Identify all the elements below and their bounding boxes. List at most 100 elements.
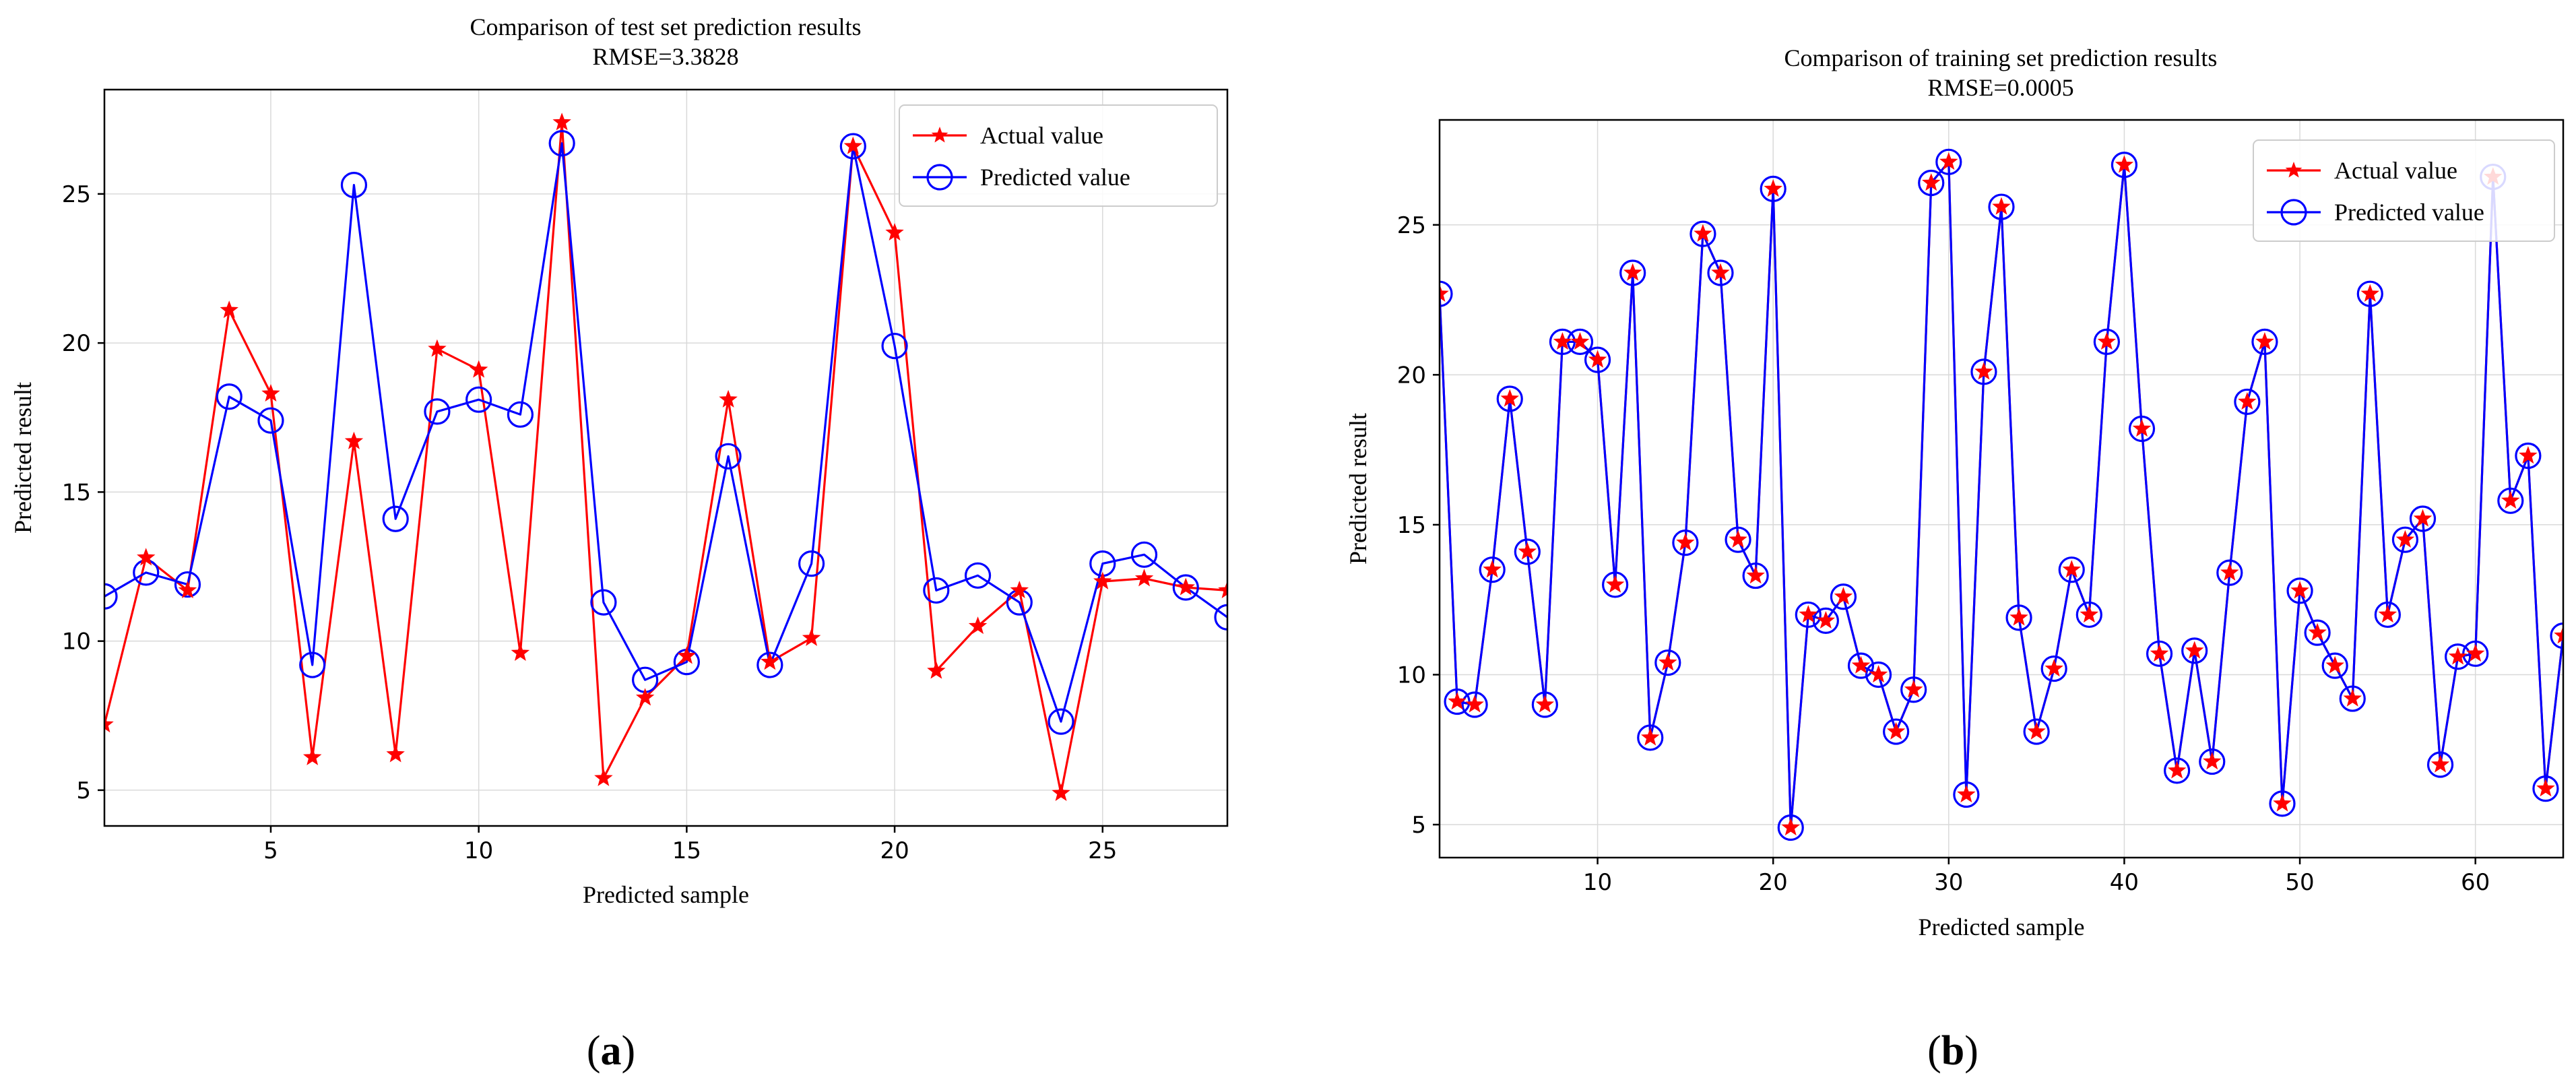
point-actual bbox=[761, 652, 779, 670]
point-actual bbox=[2097, 331, 2117, 350]
point-predicted bbox=[1847, 652, 1875, 679]
point-actual bbox=[2062, 560, 2081, 578]
point-predicted bbox=[1619, 259, 1646, 286]
point-actual bbox=[1816, 610, 1836, 629]
point-actual bbox=[2466, 643, 2485, 662]
series-line-actual bbox=[104, 121, 1227, 794]
point-actual bbox=[1676, 533, 1695, 551]
point-predicted bbox=[1514, 538, 1541, 565]
legend-marker-star bbox=[2285, 162, 2303, 178]
point-actual bbox=[2238, 391, 2257, 410]
point-predicted bbox=[104, 583, 118, 610]
point-actual bbox=[302, 747, 322, 765]
point-actual bbox=[2343, 689, 2362, 707]
point-actual bbox=[677, 646, 697, 664]
y-tick-label: 15 bbox=[62, 479, 91, 506]
point-predicted bbox=[2426, 751, 2454, 778]
point-predicted bbox=[1918, 169, 1945, 197]
point-actual bbox=[2308, 622, 2327, 641]
point-actual bbox=[1052, 783, 1070, 801]
chart-a: 5 10 15 20 25 5 10 15 20 25 Comparison of test set… bbox=[9, 13, 1229, 1074]
point-actual bbox=[2501, 490, 2520, 509]
series-line-predicted bbox=[104, 142, 1227, 723]
point-predicted bbox=[1865, 661, 1892, 689]
point-predicted bbox=[1935, 148, 1962, 175]
point-actual bbox=[968, 616, 988, 635]
point-actual bbox=[261, 383, 280, 402]
point-actual bbox=[2009, 608, 2028, 626]
point-predicted bbox=[715, 443, 742, 470]
point-actual bbox=[2203, 752, 2222, 770]
legend-label: Predicted value bbox=[2334, 199, 2484, 226]
point-actual bbox=[1483, 560, 1502, 578]
point-predicted bbox=[964, 562, 992, 589]
point-actual bbox=[2115, 155, 2134, 173]
point-actual bbox=[1922, 173, 1941, 191]
point-predicted bbox=[424, 398, 451, 425]
legend: Actual value Predicted value bbox=[2253, 139, 2555, 242]
point-actual bbox=[802, 628, 821, 646]
point-actual bbox=[2044, 659, 2063, 677]
point-actual bbox=[552, 113, 571, 131]
point-predicted bbox=[2023, 718, 2050, 745]
point-predicted bbox=[2269, 790, 2296, 817]
legend-box bbox=[899, 104, 1218, 207]
point-predicted bbox=[798, 550, 825, 577]
point-actual bbox=[2448, 647, 2468, 665]
point-actual bbox=[2150, 643, 2169, 662]
point-predicted bbox=[2339, 685, 2366, 712]
x-tick-label: 30 bbox=[1934, 869, 1963, 896]
point-predicted bbox=[839, 133, 866, 160]
point-predicted bbox=[1742, 562, 1769, 589]
point-predicted bbox=[465, 386, 492, 413]
y-axis-label: Predicted result bbox=[1345, 413, 1372, 565]
point-predicted bbox=[2356, 280, 2383, 307]
point-actual bbox=[511, 643, 530, 662]
point-predicted bbox=[1812, 607, 1839, 634]
legend-marker-star bbox=[931, 127, 948, 143]
point-predicted bbox=[1707, 259, 1734, 286]
point-predicted bbox=[1461, 691, 1488, 718]
x-tick-label: 20 bbox=[1759, 869, 1788, 896]
point-actual bbox=[2220, 563, 2239, 581]
y-tick-label: 20 bbox=[62, 330, 91, 357]
point-actual bbox=[635, 688, 655, 706]
y-axis-label: Predicted result bbox=[9, 382, 36, 534]
point-predicted bbox=[1130, 541, 1158, 568]
point-predicted bbox=[1777, 814, 1804, 841]
point-predicted bbox=[257, 407, 284, 434]
point-actual bbox=[104, 715, 114, 733]
point-actual bbox=[1764, 179, 1782, 197]
chart-b: 10 20 30 40 50 60 5 10 15 20 25 Comparison of train… bbox=[1345, 44, 2565, 1074]
point-predicted bbox=[2181, 637, 2208, 664]
x-tick-label: 25 bbox=[1088, 837, 1117, 864]
point-predicted bbox=[1584, 346, 1611, 373]
x-tick-label: 10 bbox=[1583, 869, 1612, 896]
point-actual bbox=[1711, 263, 1730, 281]
point-actual bbox=[1623, 263, 1642, 281]
caption-close: ) bbox=[622, 1028, 636, 1074]
point-actual bbox=[1974, 362, 1993, 380]
point-predicted bbox=[1689, 220, 1716, 247]
legend-label: Actual value bbox=[980, 122, 1103, 149]
point-actual bbox=[2290, 581, 2309, 599]
plot-frame bbox=[1438, 119, 2565, 859]
point-actual bbox=[1781, 818, 1800, 836]
point-actual bbox=[2395, 530, 2415, 548]
point-actual bbox=[2185, 641, 2204, 659]
point-predicted bbox=[382, 505, 409, 532]
point-predicted bbox=[2199, 748, 2226, 775]
point-predicted bbox=[2005, 604, 2032, 631]
series-group bbox=[104, 113, 1227, 801]
caption-close: ) bbox=[1964, 1028, 1978, 1074]
point-actual bbox=[2519, 446, 2538, 464]
point-actual bbox=[1939, 152, 1958, 170]
legend-label: Actual value bbox=[2334, 157, 2457, 184]
x-tick-label: 20 bbox=[880, 837, 909, 864]
point-predicted bbox=[2497, 487, 2524, 514]
x-axis-label: Predicted sample bbox=[1919, 914, 2085, 940]
point-actual bbox=[1957, 785, 1976, 803]
legend-box bbox=[2253, 139, 2555, 242]
caption-letter: a bbox=[601, 1028, 622, 1074]
